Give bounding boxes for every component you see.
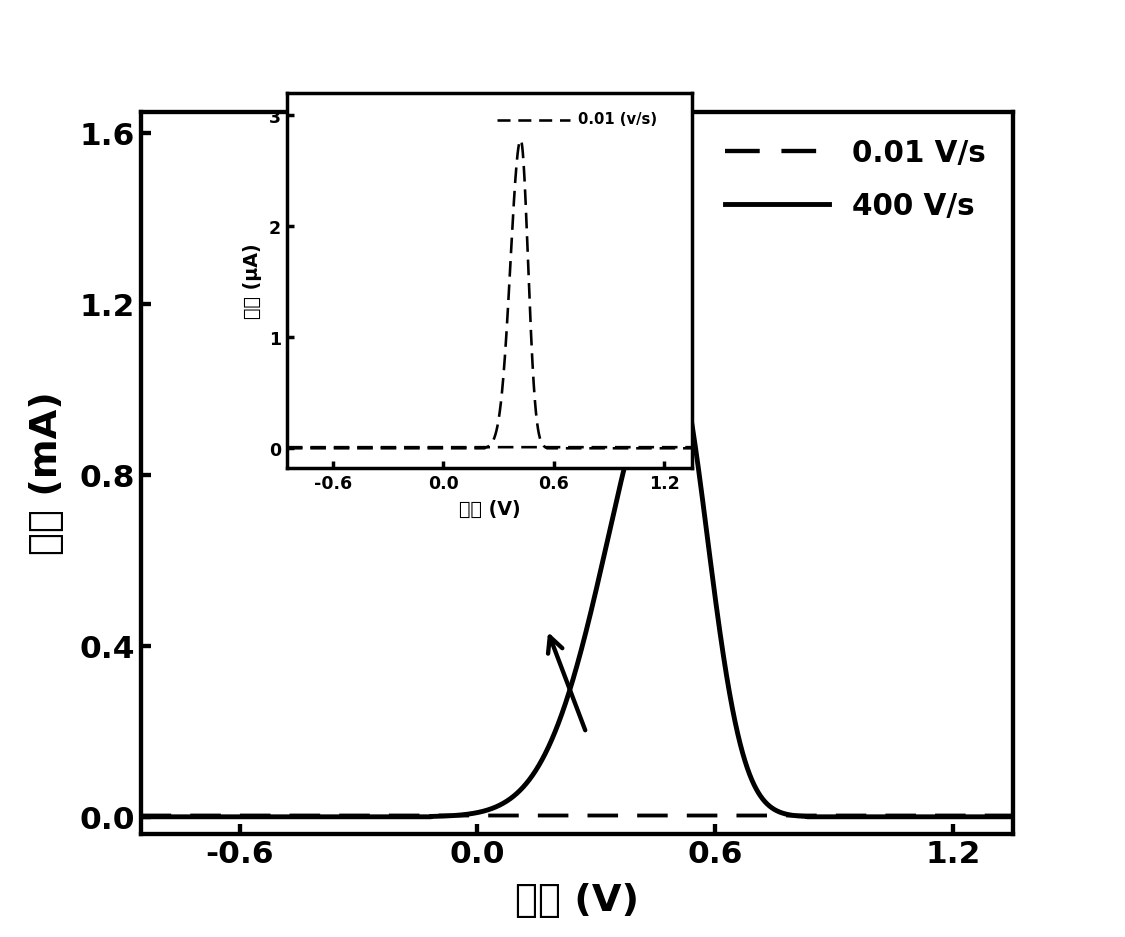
400 V/s [687, 437, 701, 448]
X-axis label: 电位 (V): 电位 (V) [459, 499, 520, 518]
0.01 V/s [450, 810, 463, 821]
400 V/s [134, 811, 147, 823]
Y-axis label: 电流 (μA): 电流 (μA) [243, 244, 262, 319]
0.01 V/s [134, 810, 147, 821]
0.01 V/s [650, 810, 664, 821]
400 V/s [827, 811, 840, 823]
X-axis label: 电位 (V): 电位 (V) [514, 883, 639, 919]
0.01 V/s [1006, 810, 1019, 821]
0.01 V/s [687, 810, 701, 821]
400 V/s [450, 810, 463, 821]
Y-axis label: 电流 (mA): 电流 (mA) [29, 392, 65, 555]
0.01 V/s [178, 810, 191, 821]
Text: 0.01 (v/s): 0.01 (v/s) [578, 112, 658, 127]
400 V/s [665, 350, 678, 362]
0.01 V/s [827, 810, 840, 821]
400 V/s [650, 364, 664, 375]
400 V/s [1006, 811, 1019, 823]
400 V/s [781, 809, 794, 820]
0.01 V/s [781, 810, 794, 821]
Line: 400 V/s: 400 V/s [141, 356, 1012, 817]
400 V/s [178, 811, 191, 823]
Legend: 0.01 V/s, 400 V/s: 0.01 V/s, 400 V/s [713, 127, 998, 232]
